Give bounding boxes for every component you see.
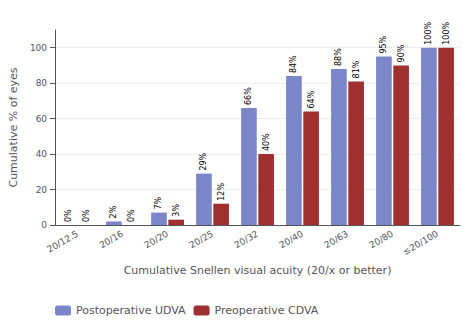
svg-text:20/63: 20/63 [323, 229, 350, 251]
svg-text:0%: 0% [82, 209, 91, 222]
svg-text:3%: 3% [172, 204, 181, 217]
svg-text:2%: 2% [109, 205, 118, 218]
svg-text:20/25: 20/25 [188, 229, 215, 251]
svg-text:Cumulative Snellen visual acui: Cumulative Snellen visual acuity (20/x o… [124, 264, 392, 277]
svg-text:Preoperative CDVA: Preoperative CDVA [215, 304, 319, 317]
svg-text:100%: 100% [442, 21, 451, 44]
svg-text:80: 80 [36, 78, 48, 88]
svg-text:64%: 64% [307, 90, 316, 108]
svg-text:29%: 29% [199, 152, 208, 170]
svg-text:20/32: 20/32 [233, 229, 260, 251]
svg-text:≤20/100: ≤20/100 [401, 229, 440, 257]
svg-text:0%: 0% [127, 209, 136, 222]
svg-text:7%: 7% [154, 197, 163, 210]
svg-text:100: 100 [30, 43, 47, 53]
svg-text:40%: 40% [262, 133, 271, 151]
svg-text:90%: 90% [397, 44, 406, 62]
svg-text:60: 60 [36, 114, 48, 124]
svg-text:20/80: 20/80 [368, 229, 396, 251]
svg-text:66%: 66% [244, 87, 253, 105]
svg-text:88%: 88% [334, 48, 343, 66]
svg-text:40: 40 [36, 149, 48, 159]
svg-text:20/40: 20/40 [278, 229, 306, 251]
svg-text:Cumulative % of eyes: Cumulative % of eyes [7, 67, 20, 187]
svg-text:20/12.5: 20/12.5 [45, 229, 80, 255]
svg-text:20/20: 20/20 [143, 229, 171, 251]
svg-text:95%: 95% [379, 35, 388, 53]
svg-text:0%: 0% [64, 209, 73, 222]
svg-text:84%: 84% [289, 55, 298, 73]
svg-text:0: 0 [41, 220, 47, 230]
svg-text:12%: 12% [217, 183, 226, 201]
svg-text:81%: 81% [352, 60, 361, 78]
svg-text:100%: 100% [424, 21, 433, 44]
svg-text:Postoperative UDVA: Postoperative UDVA [76, 304, 186, 317]
svg-text:20/16: 20/16 [98, 229, 126, 251]
svg-text:20: 20 [36, 185, 48, 195]
